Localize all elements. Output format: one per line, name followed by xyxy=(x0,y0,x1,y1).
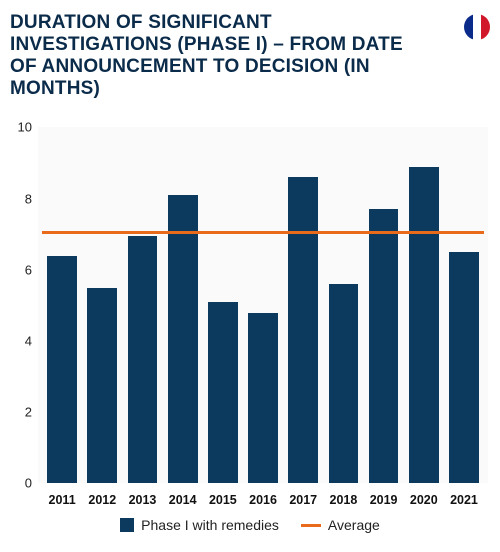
ytick-10: 10 xyxy=(10,120,32,135)
legend-series: Phase I with remedies xyxy=(120,517,279,533)
bar-2018 xyxy=(329,284,359,483)
legend-series-label: Phase I with remedies xyxy=(141,517,279,533)
legend-average: Average xyxy=(301,517,380,533)
bar-slot-2015 xyxy=(203,127,243,483)
ytick-0: 0 xyxy=(10,476,32,491)
bar-slot-2011 xyxy=(42,127,82,483)
ytick-6: 6 xyxy=(10,262,32,277)
chart-container: DURATION OF SIGNIFICANT INVESTIGATIONS (… xyxy=(0,0,500,552)
chart-title: DURATION OF SIGNIFICANT INVESTIGATIONS (… xyxy=(10,12,410,99)
bar-2019 xyxy=(369,209,399,483)
bar-2012 xyxy=(87,288,117,484)
xlabel-2021: 2021 xyxy=(444,493,484,507)
bar-2016 xyxy=(248,313,278,484)
chart: 0 2 4 6 8 10 20112012201320142015201620172018… xyxy=(10,117,490,507)
flag-stripe-white xyxy=(473,14,482,40)
xlabel-2016: 2016 xyxy=(243,493,283,507)
bar-2021 xyxy=(449,252,479,483)
average-line xyxy=(42,231,484,234)
bar-slot-2018 xyxy=(323,127,363,483)
header: DURATION OF SIGNIFICANT INVESTIGATIONS (… xyxy=(10,12,490,99)
legend: Phase I with remedies Average xyxy=(10,517,490,533)
xlabel-2015: 2015 xyxy=(203,493,243,507)
xlabel-2014: 2014 xyxy=(163,493,203,507)
france-flag-icon xyxy=(464,14,490,40)
bar-2013 xyxy=(128,236,158,483)
xlabel-2017: 2017 xyxy=(283,493,323,507)
bar-slot-2014 xyxy=(163,127,203,483)
plot-area xyxy=(38,127,488,483)
ytick-8: 8 xyxy=(10,191,32,206)
bar-slot-2020 xyxy=(404,127,444,483)
ytick-2: 2 xyxy=(10,405,32,420)
bar-slot-2016 xyxy=(243,127,283,483)
bar-2020 xyxy=(409,167,439,484)
xlabel-2020: 2020 xyxy=(404,493,444,507)
bar-slot-2019 xyxy=(364,127,404,483)
legend-series-swatch xyxy=(120,518,134,532)
bar-slot-2012 xyxy=(82,127,122,483)
xlabel-2011: 2011 xyxy=(42,493,82,507)
legend-average-label: Average xyxy=(328,517,380,533)
xlabel-2013: 2013 xyxy=(122,493,162,507)
flag-stripe-red xyxy=(481,14,490,40)
bars xyxy=(38,127,488,483)
bar-slot-2013 xyxy=(122,127,162,483)
xlabel-2018: 2018 xyxy=(323,493,363,507)
bar-2017 xyxy=(288,177,318,483)
bar-slot-2021 xyxy=(444,127,484,483)
x-axis: 2011201220132014201520162017201820192020… xyxy=(38,493,488,507)
xlabel-2019: 2019 xyxy=(364,493,404,507)
bar-2011 xyxy=(47,256,77,484)
bar-2014 xyxy=(168,195,198,483)
bar-slot-2017 xyxy=(283,127,323,483)
ytick-4: 4 xyxy=(10,333,32,348)
xlabel-2012: 2012 xyxy=(82,493,122,507)
legend-average-line xyxy=(301,524,321,527)
bar-2015 xyxy=(208,302,238,484)
flag-stripe-blue xyxy=(464,14,473,40)
